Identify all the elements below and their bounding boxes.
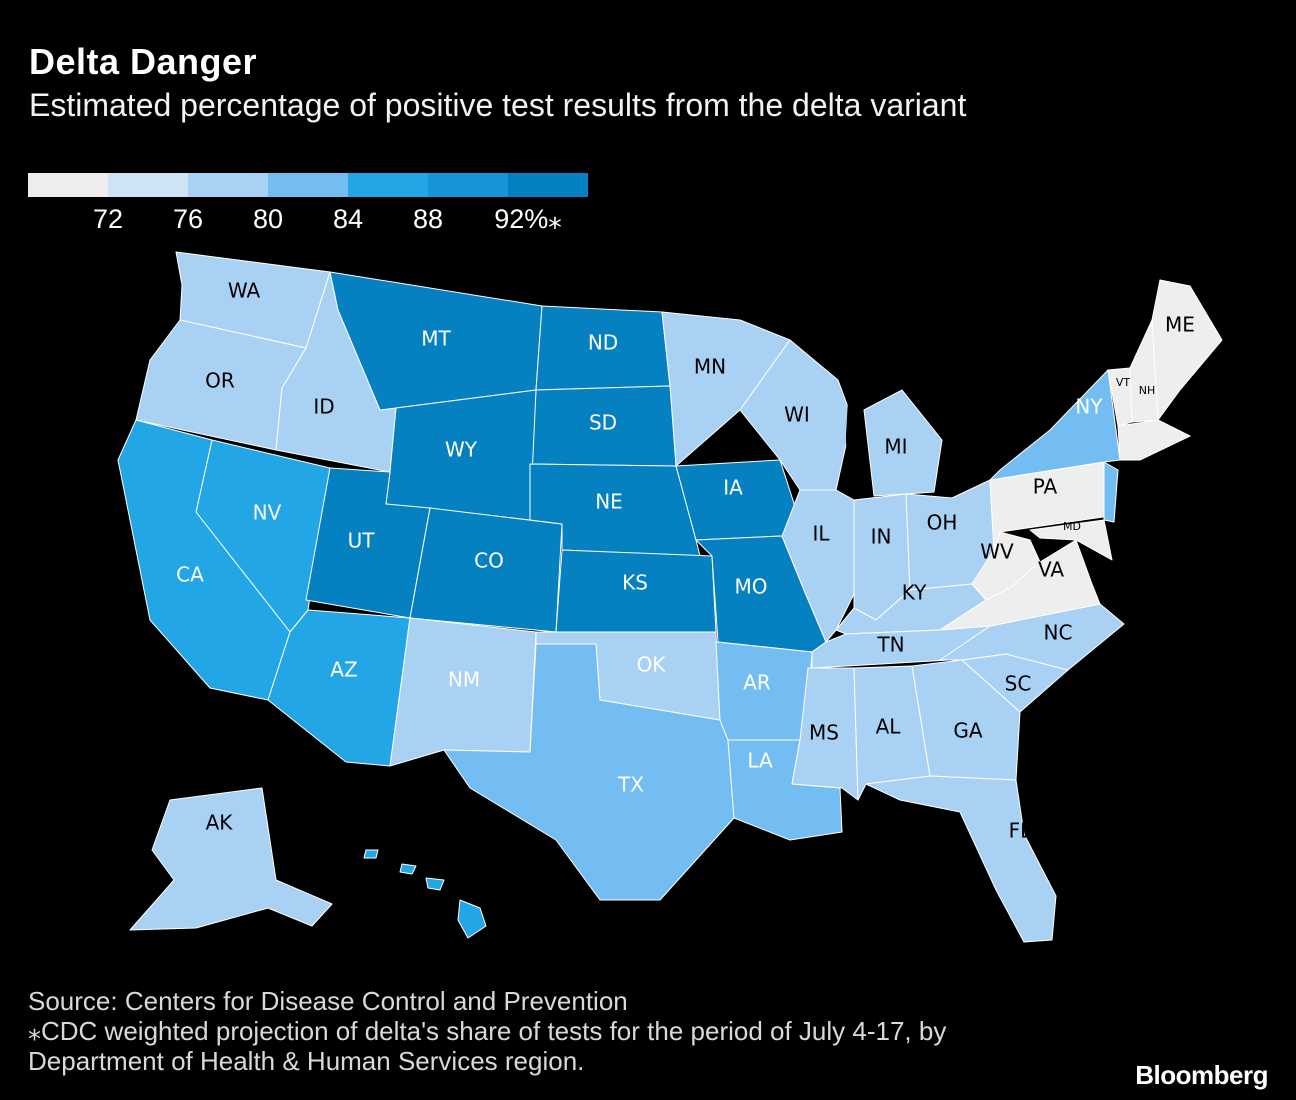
label-vt: VT (1116, 376, 1131, 389)
label-co: CO (474, 549, 504, 573)
note-line-2: Department of Health & Human Services re… (28, 1046, 585, 1076)
legend-swatch (508, 173, 588, 197)
label-wa: WA (228, 279, 261, 303)
label-tx: TX (617, 773, 644, 797)
label-nv: NV (253, 501, 282, 525)
label-tn: TN (876, 633, 904, 657)
label-ca: CA (176, 563, 204, 587)
footnote: Source: Centers for Disease Control and … (28, 986, 946, 1076)
label-wv: WV (980, 540, 1014, 564)
label-la: LA (747, 749, 773, 773)
label-mo: MO (735, 575, 768, 599)
label-ar: AR (743, 671, 771, 695)
legend-swatch (188, 173, 268, 197)
label-az: AZ (330, 658, 357, 682)
legend-tick-76: 76 (172, 204, 204, 234)
label-al: AL (876, 715, 902, 739)
label-nc: NC (1044, 621, 1073, 645)
state-nm (389, 617, 537, 767)
state-hi-oahu (399, 863, 417, 875)
state-me (1151, 279, 1223, 421)
label-fl: FL (1009, 819, 1033, 843)
legend-tick-88: 88 (412, 204, 444, 234)
label-ks: KS (622, 571, 648, 595)
state-hi-kauai (363, 849, 379, 859)
label-ne: NE (595, 490, 623, 514)
label-ut: UT (348, 529, 376, 553)
state-ia (675, 459, 801, 541)
legend-swatch (428, 173, 508, 197)
label-mn: MN (694, 355, 726, 379)
label-ok: OK (637, 653, 667, 677)
state-hi-maui (425, 877, 445, 891)
label-id: ID (313, 395, 334, 419)
label-mi: MI (884, 435, 907, 459)
state-md (1029, 519, 1113, 561)
lake-michigan (846, 400, 865, 493)
label-ky: KY (902, 581, 927, 605)
bloomberg-logo: Bloomberg (1135, 1060, 1268, 1090)
state-hi-big (457, 899, 487, 939)
state-az (267, 609, 411, 767)
source-text: Source: Centers for Disease Control and … (28, 986, 628, 1016)
legend-swatch (268, 173, 348, 197)
label-wy: WY (445, 438, 478, 462)
legend-tick-80: 80 (252, 204, 284, 234)
state-mi (863, 389, 943, 497)
legend-tick-84: 84 (332, 204, 364, 234)
label-ms: MS (809, 721, 839, 745)
label-in: IN (871, 525, 892, 549)
legend-bar (28, 173, 588, 197)
label-ia: IA (723, 476, 743, 500)
label-or: OR (205, 369, 235, 393)
label-nm: NM (448, 668, 480, 692)
label-md: MD (1063, 520, 1081, 533)
state-ak (129, 787, 333, 931)
legend-swatch (28, 173, 108, 197)
label-ny: NY (1075, 395, 1103, 419)
label-pa: PA (1033, 475, 1058, 499)
label-ak: AK (206, 811, 234, 835)
label-wi: WI (784, 403, 810, 427)
legend-swatch (348, 173, 428, 197)
state-ma-ct-ri (1117, 419, 1191, 461)
label-mt: MT (421, 327, 451, 351)
label-nh: NH (1139, 384, 1156, 397)
label-oh: OH (927, 511, 958, 535)
color-legend: 72 76 80 84 88 92%⁎ (28, 173, 588, 243)
us-choropleth-map: WA OR ID MT ND MN SD WY NV CA UT CO NE I… (117, 251, 1223, 943)
chart-title: Delta Danger (29, 41, 258, 82)
legend-tick-92: 92%⁎ (494, 204, 562, 234)
label-nd: ND (588, 331, 618, 355)
legend-tick-72: 72 (92, 204, 124, 234)
label-sc: SC (1005, 672, 1032, 696)
legend-swatch (108, 173, 188, 197)
state-nj (1103, 461, 1119, 523)
label-me: ME (1165, 313, 1195, 337)
chart-subtitle: Estimated percentage of positive test re… (29, 87, 967, 123)
state-wi (739, 339, 853, 491)
note-line-1: ⁎CDC weighted projection of delta's shar… (28, 1016, 947, 1046)
label-il: IL (812, 522, 830, 546)
state-ga (911, 659, 1021, 781)
label-sd: SD (589, 411, 617, 435)
state-fl (865, 775, 1057, 943)
state-tx (443, 643, 735, 901)
label-ga: GA (953, 719, 982, 743)
label-va: VA (1038, 558, 1064, 582)
